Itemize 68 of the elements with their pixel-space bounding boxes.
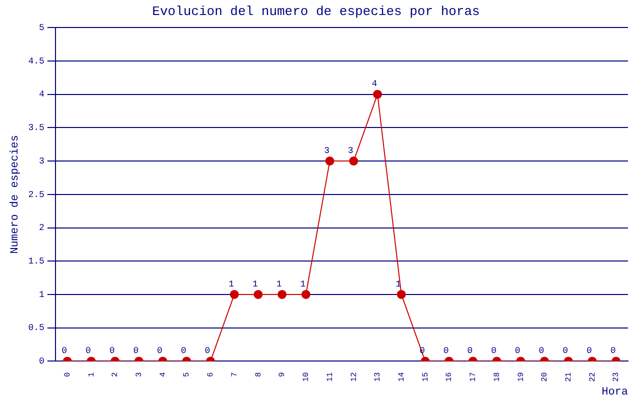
data-label: 0 — [85, 346, 91, 356]
x-tick-label: 2 — [111, 372, 120, 378]
y-tick-label: 2.5 — [28, 190, 44, 200]
x-tick-label: 20 — [540, 372, 550, 382]
point — [301, 290, 310, 299]
point — [349, 156, 358, 166]
data-label: 0 — [491, 346, 496, 356]
x-tick-label: 21 — [564, 372, 574, 382]
y-tick-label: 0.5 — [28, 323, 44, 334]
point — [278, 290, 287, 299]
y-tick-label: 4 — [38, 90, 44, 100]
y-tick-label: 1 — [38, 290, 44, 300]
x-tick-label: 4 — [158, 372, 168, 378]
y-tick-label: 2 — [38, 223, 44, 234]
data-label: 1 — [252, 279, 258, 290]
point — [325, 156, 334, 166]
x-tick-label: 12 — [350, 372, 359, 382]
x-tick-label: 17 — [469, 372, 478, 382]
data-label: 1 — [228, 279, 234, 290]
x-tick-label: 18 — [492, 372, 502, 382]
point — [230, 290, 239, 299]
x-tick-label: 8 — [254, 372, 264, 378]
data-label: 1 — [300, 279, 306, 290]
chart-title: Evolucion del numero de especies por horas — [152, 4, 480, 20]
x-tick-label: 15 — [421, 372, 430, 382]
x-tick-label: 19 — [516, 372, 526, 382]
data-label: 4 — [372, 79, 378, 90]
data-label: 0 — [467, 346, 473, 356]
y-tick-label: 1.5 — [28, 256, 44, 267]
y-axis-title: Numero de especies — [10, 134, 22, 254]
point — [254, 290, 263, 299]
data-label: 0 — [514, 346, 520, 356]
x-tick-label: 0 — [63, 372, 72, 378]
x-tick-label: 11 — [326, 372, 335, 382]
data-label: 0 — [133, 346, 139, 356]
x-tick-label: 9 — [278, 372, 288, 378]
data-label: 0 — [586, 346, 592, 356]
data-label: 0 — [204, 346, 210, 356]
x-tick-label: 1 — [87, 372, 96, 378]
data-label: 0 — [538, 346, 544, 356]
x-tick-label: 14 — [397, 372, 406, 382]
y-tick-label: 3 — [38, 156, 44, 166]
data-label: 0 — [62, 346, 68, 356]
x-tick-label: 23 — [612, 372, 622, 382]
y-tick-label: 5 — [38, 22, 44, 33]
x-tick-label: 5 — [182, 372, 192, 378]
x-tick-label: 16 — [445, 372, 454, 382]
data-label: 3 — [348, 146, 354, 156]
x-tick-label: 13 — [374, 372, 383, 382]
x-tick-label: 10 — [302, 372, 312, 382]
data-label: 0 — [610, 346, 616, 356]
data-label: 0 — [180, 346, 186, 356]
x-tick-label: 6 — [206, 372, 216, 378]
data-label: 1 — [276, 279, 282, 290]
x-tick-label: 22 — [588, 372, 598, 382]
x-tick-label: 7 — [230, 372, 240, 378]
point — [396, 290, 406, 299]
y-tick-label: 4.5 — [28, 56, 44, 66]
data-label: 3 — [324, 146, 330, 156]
data-label: 0 — [157, 346, 162, 356]
data-label: 0 — [562, 346, 568, 356]
x-tick-label: 3 — [135, 372, 144, 378]
y-tick-label: 0 — [38, 356, 44, 367]
y-tick-label: 3.5 — [28, 123, 44, 134]
data-label: 0 — [109, 346, 115, 356]
x-axis-title: Hora — [602, 386, 628, 398]
data-label: 0 — [443, 346, 449, 356]
point — [372, 90, 382, 99]
